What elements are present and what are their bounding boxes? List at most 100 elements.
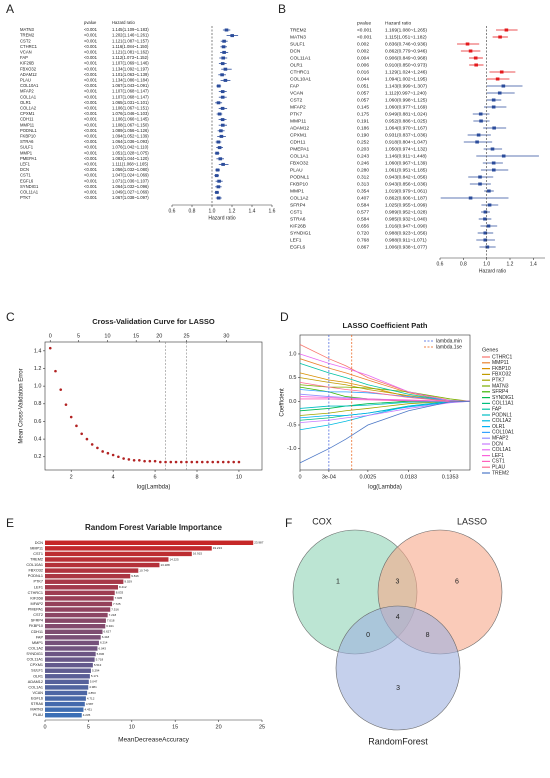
region-count: 4 xyxy=(396,614,400,621)
hr-point xyxy=(219,134,224,138)
gene-label: MMP1 xyxy=(20,150,33,155)
category-label: MMP11 xyxy=(30,546,43,550)
category-label: LEF1 xyxy=(34,585,43,589)
pvalue-label: 0.057 xyxy=(357,90,369,96)
legend-label: lambda.min xyxy=(436,338,462,344)
gene-label: LEF1 xyxy=(290,237,302,243)
x-tick-label: 6 xyxy=(154,474,157,480)
bar xyxy=(45,546,212,551)
hr-label: 1.107(1.069~1.146) xyxy=(112,61,149,66)
cv-point xyxy=(90,443,94,446)
value-label: 4.587 xyxy=(86,702,94,706)
gene-label: COL1A1 xyxy=(20,94,37,99)
legend-label: DCN xyxy=(492,441,503,447)
hr-point xyxy=(491,105,496,109)
y-tick-label: 0.0 xyxy=(289,399,297,405)
hr-label: 1.060(0.967~1.139) xyxy=(385,160,427,166)
pvalue-label: 0.312 xyxy=(357,174,369,180)
legend-label: MFAP2 xyxy=(492,436,509,442)
x-tick-label: 15 xyxy=(172,724,178,730)
hr-point xyxy=(221,162,225,166)
category-label: COL10A1 xyxy=(26,563,43,567)
gene-label: PLAU xyxy=(20,78,31,83)
pvalue-label: <0.001 xyxy=(84,184,98,189)
x-axis-label: Hazard ratio xyxy=(479,268,506,274)
category-label: SYNDIG1 xyxy=(26,652,43,656)
pvalue-label: <0.001 xyxy=(84,50,98,55)
panel-label: D xyxy=(280,310,289,324)
hr-label: 1.129(1.024~1.246) xyxy=(385,69,427,75)
gene-label: KIF26B xyxy=(290,223,306,229)
cv-point xyxy=(185,460,188,464)
hr-point xyxy=(216,84,221,88)
y-tick-label: 0.8 xyxy=(34,401,42,407)
category-label: SFRP4 xyxy=(31,619,43,623)
gene-label: COL10A1 xyxy=(20,83,39,88)
bar xyxy=(45,601,113,607)
cv-point xyxy=(75,424,78,428)
legend-label: COL1A2 xyxy=(492,418,511,424)
x-tick-label: 20 xyxy=(216,724,222,730)
gene-label: PMEPA1 xyxy=(290,146,309,152)
value-label: 9.816 xyxy=(131,574,139,578)
gene-label: CPXM1 xyxy=(290,132,307,138)
legend-label: FBXO32 xyxy=(492,372,511,378)
gene-label: VCAN xyxy=(20,50,32,55)
bar xyxy=(45,701,85,707)
bar xyxy=(45,668,91,673)
cv-point xyxy=(227,460,230,464)
value-label: 5.171 xyxy=(91,674,99,678)
x-tick-label: 5 xyxy=(87,724,90,730)
x-tick-label: 8 xyxy=(195,474,198,480)
legend-label: TREM2 xyxy=(492,470,509,476)
category-label: MMP1 xyxy=(32,641,43,645)
y-tick-label: 0.5 xyxy=(289,375,297,381)
gene-label: OLR1 xyxy=(290,62,303,68)
gene-label: SFRP4 xyxy=(290,202,306,208)
gene-label: ADAM12 xyxy=(20,72,37,77)
hr-label: 1.108(1.067~1.150) xyxy=(112,122,149,127)
hr-point xyxy=(491,168,496,172)
gene-label: SYNDIG1 xyxy=(290,230,311,236)
bar xyxy=(45,568,139,573)
value-label: 7.905 xyxy=(115,596,123,600)
value-label: 23.987 xyxy=(254,541,264,545)
legend-label: PTK7 xyxy=(492,378,505,384)
cv-point xyxy=(200,460,204,464)
x-tick-label: 0.1353 xyxy=(442,474,459,480)
pvalue-label: 0.656 xyxy=(357,223,369,229)
hr-point xyxy=(223,67,228,71)
category-label: CTHRC1 xyxy=(28,591,43,595)
region-count: 0 xyxy=(366,632,370,639)
cv-point xyxy=(237,460,241,464)
pvalue-label: <0.001 xyxy=(84,145,98,150)
hr-point xyxy=(486,224,491,228)
top-tick-label: 5 xyxy=(77,333,80,339)
hr-point xyxy=(499,70,504,74)
value-label: 19.213 xyxy=(213,546,223,550)
hr-label: 1.025(0.955~1.099) xyxy=(385,202,427,208)
pvalue-label: 0.354 xyxy=(357,188,369,194)
category-label: CST2 xyxy=(33,613,43,617)
legend-label: CTHRC1 xyxy=(492,354,512,360)
hr-label: 1.143(0.999~1.307) xyxy=(385,83,427,89)
value-label: 7.725 xyxy=(113,602,121,606)
legend-label: COL1A1 xyxy=(492,447,511,453)
pvalue-label: 0.002 xyxy=(357,41,369,47)
category-label: MFAP2 xyxy=(31,602,43,606)
hr-point xyxy=(216,101,221,105)
x-tick-label: 1.2 xyxy=(507,261,514,267)
value-label: 6.941 xyxy=(106,624,114,628)
y-axis-label: Coefficient xyxy=(280,388,286,417)
pvalue-label: 0.768 xyxy=(357,237,369,243)
hr-point xyxy=(221,56,225,60)
region-count: 3 xyxy=(396,685,400,692)
panel-label: B xyxy=(278,2,286,16)
bar xyxy=(45,646,98,651)
category-label: PTK7 xyxy=(34,580,44,584)
x-tick-label: 0.0183 xyxy=(400,474,417,480)
hr-label: 1.112(0.997~1.240) xyxy=(385,90,427,96)
y-axis-label: Mean Cross-Validation Error xyxy=(19,368,25,443)
gene-label: CST2 xyxy=(20,38,31,43)
